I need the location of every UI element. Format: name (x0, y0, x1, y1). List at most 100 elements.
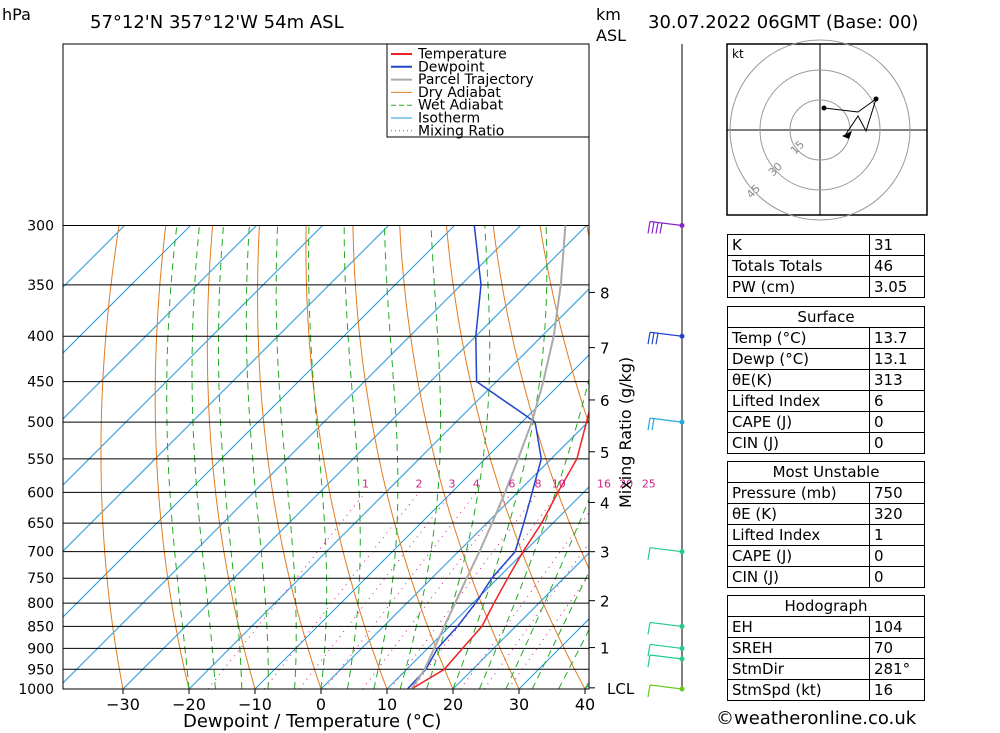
wind-barb-flag (647, 654, 651, 668)
wind-barb-staff (649, 417, 683, 423)
table-row: CAPE (J) 0 (727, 411, 925, 433)
temperature-tick-label: −30 (106, 695, 140, 714)
index-value: 16 (869, 679, 925, 701)
index-label: PW (cm) (727, 276, 870, 298)
location-label: 57°12'N 357°12'W 54m ASL (90, 12, 344, 33)
height-tick-label: 3 (600, 544, 610, 562)
wet-adiabat-line (478, 377, 589, 689)
wind-barb-flag (651, 418, 655, 431)
dry-adiabat-line (446, 225, 586, 689)
index-label: Pressure (mb) (727, 482, 870, 504)
index-value: 3.05 (869, 276, 925, 298)
index-value: 750 (869, 482, 925, 504)
legend-entry: Isotherm (418, 111, 480, 127)
table-section-title: Hodograph (727, 595, 925, 617)
wind-barb-staff (649, 684, 683, 690)
pressure-tick-label: 600 (27, 485, 54, 501)
series-line-temperature (411, 409, 589, 689)
legend-entry: Mixing Ratio (418, 123, 504, 139)
wind-barb-flag (659, 222, 663, 234)
mixing-ratio-line (264, 491, 420, 689)
pressure-tick-label: 550 (27, 452, 54, 468)
indices-general-table: K 31 Totals Totals 46 PW (cm) 3.05 (727, 234, 925, 298)
table-row: CIN (J) 0 (727, 566, 925, 588)
legend-entry: Parcel Trajectory (418, 72, 534, 88)
wind-barb-flag (655, 222, 659, 234)
km-label: km (596, 5, 621, 24)
index-label: CIN (J) (727, 566, 870, 588)
index-label: SREH (727, 637, 870, 659)
height-tick-labels: 8 7 6 5 4 3 2 1 LCL (589, 284, 635, 698)
wind-barb-flag (647, 221, 651, 234)
profile-lines (406, 225, 589, 689)
y-axis-label-right: Mixing Ratio (g/kg) (616, 357, 635, 508)
table-row: θE (K) 320 (727, 503, 925, 525)
isotherm-line (188, 288, 589, 689)
pressure-tick-label: 350 (27, 278, 54, 294)
index-value: 31 (869, 234, 925, 256)
hodograph-ring (789, 99, 851, 161)
dry-adiabat-line (539, 225, 589, 426)
table-row: EH 104 (727, 616, 925, 638)
temperature-tick-label: 40 (575, 695, 595, 714)
indices-most-unstable-table: Most Unstable Pressure (mb) 750 θE (K) 320 Li… (727, 461, 925, 588)
wind-barb-staff (649, 220, 683, 227)
index-label: Lifted Index (727, 390, 870, 412)
wet-adiabat-line (218, 225, 243, 689)
table-row: Dewp (°C) 13.1 (727, 348, 925, 370)
isotherm-line (63, 225, 125, 288)
pressure-tick-label: 450 (27, 375, 54, 391)
mixing-ratio-label: 16 (597, 477, 611, 490)
height-tick-label: 4 (600, 494, 610, 512)
height-tick-label: 7 (600, 340, 610, 358)
table-section-title: Most Unstable (727, 461, 925, 483)
pressure-tick-label: 750 (27, 571, 54, 587)
hodograph-ring (759, 69, 881, 191)
plot-frame (62, 43, 590, 690)
wind-barb-flag (647, 418, 651, 431)
legend-entry: Dry Adiabat (418, 85, 501, 101)
index-label: CAPE (J) (727, 411, 870, 433)
index-label: Lifted Index (727, 524, 870, 546)
x-axis-label: Dewpoint / Temperature (°C) (183, 711, 441, 732)
isotherm-line (254, 354, 589, 689)
index-value: 320 (869, 503, 925, 525)
hodograph-point (821, 105, 827, 111)
wet-adiabat-line (373, 225, 399, 689)
mixing-ratio-labels: 1 2 3 4 6 8 10 16 20 25 (362, 477, 656, 490)
isotherm-line (63, 225, 323, 486)
dry-adiabat-line (352, 225, 454, 689)
hodograph-point (873, 96, 879, 102)
index-label: StmDir (727, 658, 870, 680)
index-value: 6 (869, 390, 925, 412)
wet-adiabat-line (343, 225, 361, 689)
indices-surface-table: Surface Temp (°C) 13.7 Dewp (°C) 13.1 θE(K) 31… (727, 306, 925, 454)
index-value: 0 (869, 545, 925, 567)
table-row: SREH 70 (727, 637, 925, 659)
table-row: Totals Totals 46 (727, 255, 925, 277)
table-row: StmSpd (kt) 16 (727, 679, 925, 701)
mixing-ratio-label: 3 (449, 477, 456, 490)
isotherm-line (63, 225, 521, 684)
table-row: Lifted Index 1 (727, 524, 925, 546)
asl-label: ASL (596, 26, 626, 45)
table-row: Temp (°C) 13.7 (727, 327, 925, 349)
mixing-ratio-label: 20 (619, 477, 633, 490)
table-row: PW (cm) 3.05 (727, 276, 925, 298)
datetime-label: 30.07.2022 06GMT (Base: 00) (648, 12, 918, 33)
table-row: Lifted Index 6 (727, 390, 925, 412)
mixing-ratio-label: 6 (508, 477, 515, 490)
legend-box (386, 43, 590, 138)
pressure-tick-label: 700 (27, 545, 54, 561)
dry-adiabat-line (914, 226, 1000, 690)
isotherm-line (63, 225, 191, 354)
table-row: StmDir 281° (727, 658, 925, 680)
temperature-tick-label: −10 (238, 695, 272, 714)
table-row: θE(K) 313 (727, 369, 925, 391)
wind-barb-staff (649, 547, 683, 553)
index-label: Temp (°C) (727, 327, 870, 349)
dry-adiabat-line (305, 225, 388, 689)
